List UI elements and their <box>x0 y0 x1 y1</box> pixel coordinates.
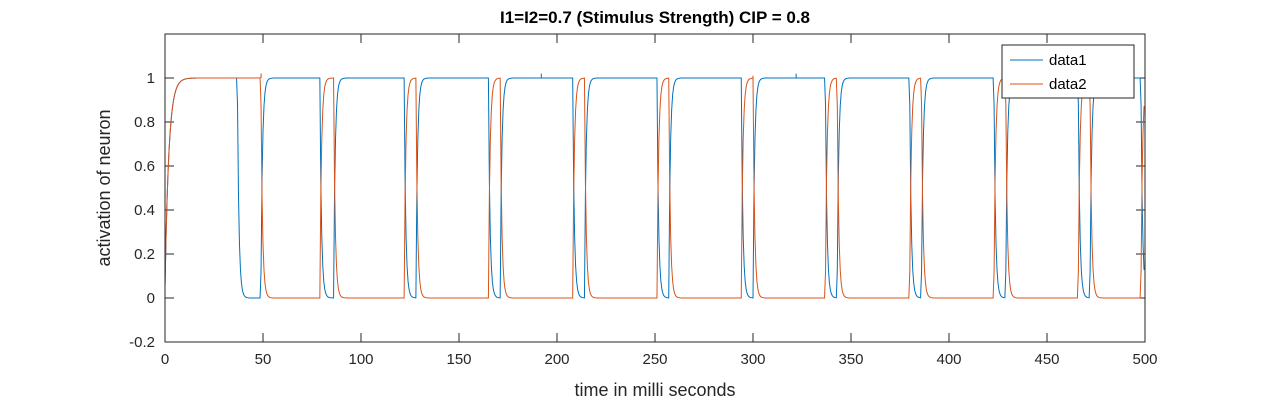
x-tick-label: 50 <box>255 351 272 368</box>
series-layer <box>164 73 1145 299</box>
x-tick-label: 450 <box>1034 351 1059 368</box>
y-tick-label: 0.8 <box>134 114 155 131</box>
y-tick-label: 0 <box>147 290 155 307</box>
x-tick-label: 350 <box>838 351 863 368</box>
x-tick-label: 250 <box>642 351 667 368</box>
y-axis-ticks: -0.2 0 0.2 0.4 0.6 0.8 1 <box>129 70 1145 351</box>
plot-area <box>165 34 1145 342</box>
x-tick-label: 0 <box>161 351 169 368</box>
x-tick-label: 200 <box>544 351 569 368</box>
x-axis-label: time in milli seconds <box>574 380 735 400</box>
y-tick-label: 0.6 <box>134 158 155 175</box>
legend: data1 data2 <box>1001 44 1135 99</box>
legend-label-data1: data1 <box>1049 52 1087 69</box>
x-tick-label: 150 <box>446 351 471 368</box>
y-tick-label: 0.2 <box>134 246 155 263</box>
legend-label-data2: data2 <box>1049 76 1087 93</box>
legend-box <box>1001 44 1135 99</box>
y-tick-label: 1 <box>147 70 155 87</box>
x-tick-label: 400 <box>936 351 961 368</box>
x-axis-ticks: 0 50 100 150 200 250 300 350 400 450 500 <box>161 34 1158 368</box>
series-line-data1 <box>164 77 1145 299</box>
series-line-data2 <box>164 77 1145 299</box>
chart-title: I1=I2=0.7 (Stimulus Strength) CIP = 0.8 <box>500 8 810 27</box>
x-tick-label: 100 <box>348 351 373 368</box>
x-tick-label: 500 <box>1132 351 1157 368</box>
y-tick-label: 0.4 <box>134 202 155 219</box>
y-axis-label: activation of neuron <box>94 109 114 266</box>
y-tick-label: -0.2 <box>129 334 155 351</box>
x-tick-label: 300 <box>740 351 765 368</box>
plot-frame <box>164 33 1146 343</box>
